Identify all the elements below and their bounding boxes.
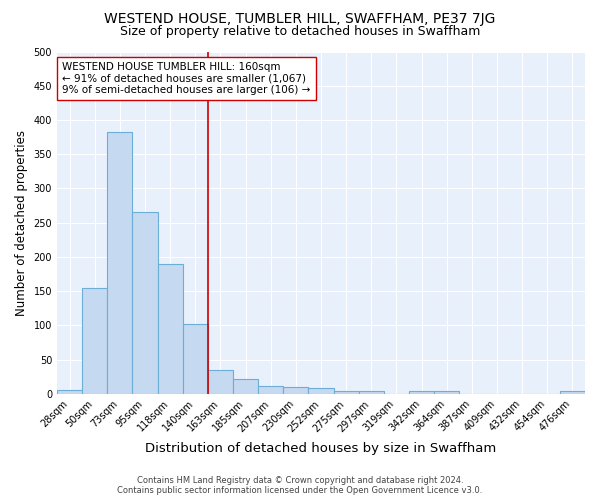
Bar xyxy=(158,264,183,394)
Bar xyxy=(133,212,158,394)
Bar xyxy=(334,391,359,394)
Text: WESTEND HOUSE, TUMBLER HILL, SWAFFHAM, PE37 7JG: WESTEND HOUSE, TUMBLER HILL, SWAFFHAM, P… xyxy=(104,12,496,26)
X-axis label: Distribution of detached houses by size in Swaffham: Distribution of detached houses by size … xyxy=(145,442,497,455)
Text: Size of property relative to detached houses in Swaffham: Size of property relative to detached ho… xyxy=(120,25,480,38)
Bar xyxy=(183,324,208,394)
Bar xyxy=(434,391,459,394)
Y-axis label: Number of detached properties: Number of detached properties xyxy=(15,130,28,316)
Bar xyxy=(57,390,82,394)
Bar xyxy=(283,387,308,394)
Text: WESTEND HOUSE TUMBLER HILL: 160sqm
← 91% of detached houses are smaller (1,067)
: WESTEND HOUSE TUMBLER HILL: 160sqm ← 91%… xyxy=(62,62,311,95)
Bar xyxy=(208,370,233,394)
Bar xyxy=(233,378,258,394)
Bar xyxy=(560,391,585,394)
Bar xyxy=(107,132,133,394)
Bar xyxy=(409,391,434,394)
Text: Contains HM Land Registry data © Crown copyright and database right 2024.
Contai: Contains HM Land Registry data © Crown c… xyxy=(118,476,482,495)
Bar xyxy=(82,288,107,394)
Bar xyxy=(258,386,283,394)
Bar xyxy=(359,391,384,394)
Bar xyxy=(308,388,334,394)
